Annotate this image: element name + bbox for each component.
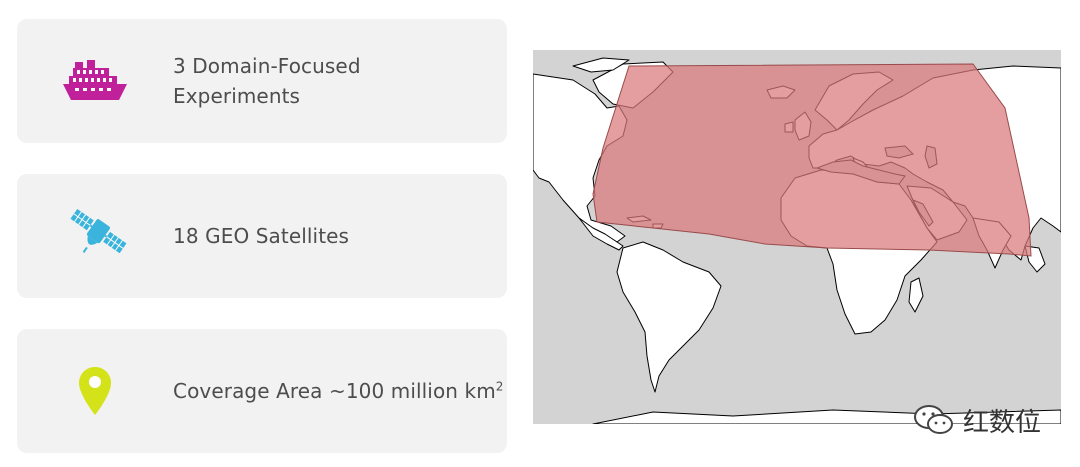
satellites-label: 18 GEO Satellites bbox=[173, 224, 350, 248]
coverage-label: Coverage Area ~100 million km2 bbox=[173, 376, 504, 406]
experiments-label: 3 Domain-Focused Experiments bbox=[173, 51, 361, 111]
wechat-icon bbox=[914, 405, 953, 434]
satellites-card: 18 GEO Satellites bbox=[17, 174, 507, 298]
coverage-text: Coverage Area ~100 million km bbox=[173, 379, 496, 403]
experiments-line1: 3 Domain-Focused bbox=[173, 54, 361, 78]
satellite-icon bbox=[17, 206, 173, 266]
watermark-text: 红数位 bbox=[963, 407, 1042, 438]
watermark: 红数位 bbox=[913, 400, 1041, 440]
experiments-card: 3 Domain-Focused Experiments bbox=[17, 19, 507, 143]
coverage-card: Coverage Area ~100 million km2 bbox=[17, 329, 507, 453]
ship-icon bbox=[17, 58, 173, 104]
experiments-line2: Experiments bbox=[173, 84, 301, 108]
coverage-superscript: 2 bbox=[495, 379, 504, 394]
location-pin-icon bbox=[17, 366, 173, 416]
coverage-area-polygon bbox=[592, 63, 1032, 257]
coverage-map bbox=[532, 50, 1062, 425]
